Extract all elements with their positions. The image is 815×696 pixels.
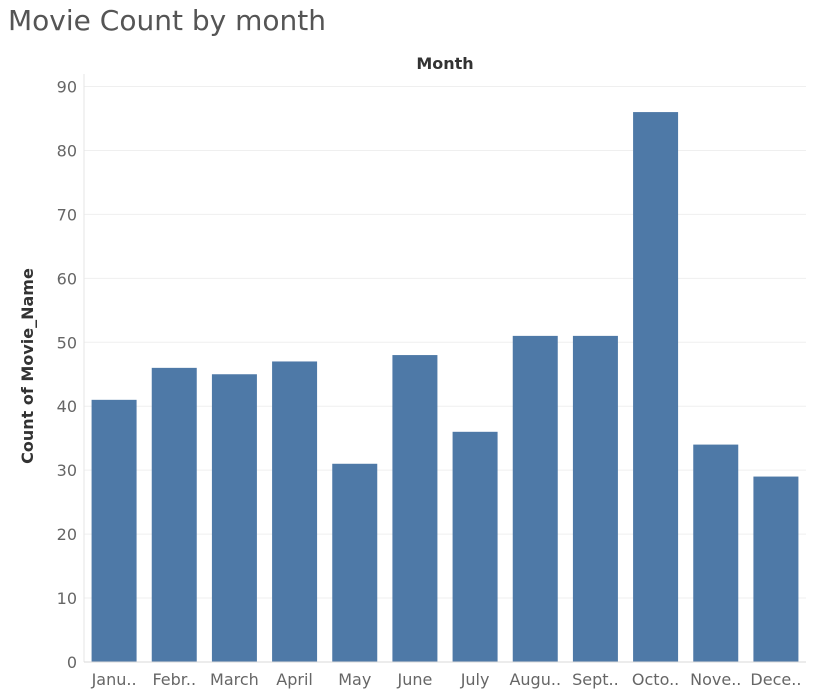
bars <box>91 112 799 663</box>
x-tick-label: Sept.. <box>572 670 619 689</box>
bar[interactable] <box>151 367 197 662</box>
y-tick-label: 40 <box>57 397 77 416</box>
bar[interactable] <box>332 463 378 662</box>
bar[interactable] <box>572 335 618 662</box>
y-tick-label: 30 <box>57 461 77 480</box>
x-tick-label: March <box>210 670 259 689</box>
x-tick-label: July <box>460 670 490 689</box>
y-tick-label: 80 <box>57 141 77 160</box>
gridlines <box>84 86 806 599</box>
x-tick-label: Dece.. <box>750 670 801 689</box>
y-tick-label: 70 <box>57 205 77 224</box>
y-tick-labels: 0 10 20 30 40 50 60 70 80 90 <box>57 78 77 673</box>
month-header: Month <box>416 54 473 73</box>
y-tick-label: 20 <box>57 525 77 544</box>
y-tick-label: 0 <box>67 653 77 672</box>
bar[interactable] <box>693 444 739 662</box>
bar[interactable] <box>91 399 137 662</box>
bar[interactable] <box>392 355 438 662</box>
y-tick-label: 50 <box>57 333 77 352</box>
y-axis-title: Count of Movie_Name <box>18 268 37 464</box>
x-tick-label: Augu.. <box>509 670 561 689</box>
x-tick-label: Febr.. <box>152 670 196 689</box>
x-tick-label: June <box>396 670 432 689</box>
bar[interactable] <box>633 112 679 663</box>
bar[interactable] <box>272 361 318 662</box>
x-tick-label: Octo.. <box>632 670 679 689</box>
bar[interactable] <box>512 335 558 662</box>
x-tick-label: Janu.. <box>91 670 137 689</box>
bar[interactable] <box>211 374 257 662</box>
x-tick-label: May <box>338 670 371 689</box>
bar[interactable] <box>753 476 799 662</box>
x-tick-labels: Janu.. Febr.. March April May June July Augu.. S… <box>91 670 802 689</box>
y-tick-label: 10 <box>57 589 77 608</box>
x-tick-label: April <box>276 670 313 689</box>
y-tick-label: 60 <box>57 269 77 288</box>
chart-title: Movie Count by month <box>8 4 326 37</box>
y-tick-label: 90 <box>57 78 77 97</box>
bar[interactable] <box>452 431 498 662</box>
x-tick-label: Nove.. <box>690 670 741 689</box>
